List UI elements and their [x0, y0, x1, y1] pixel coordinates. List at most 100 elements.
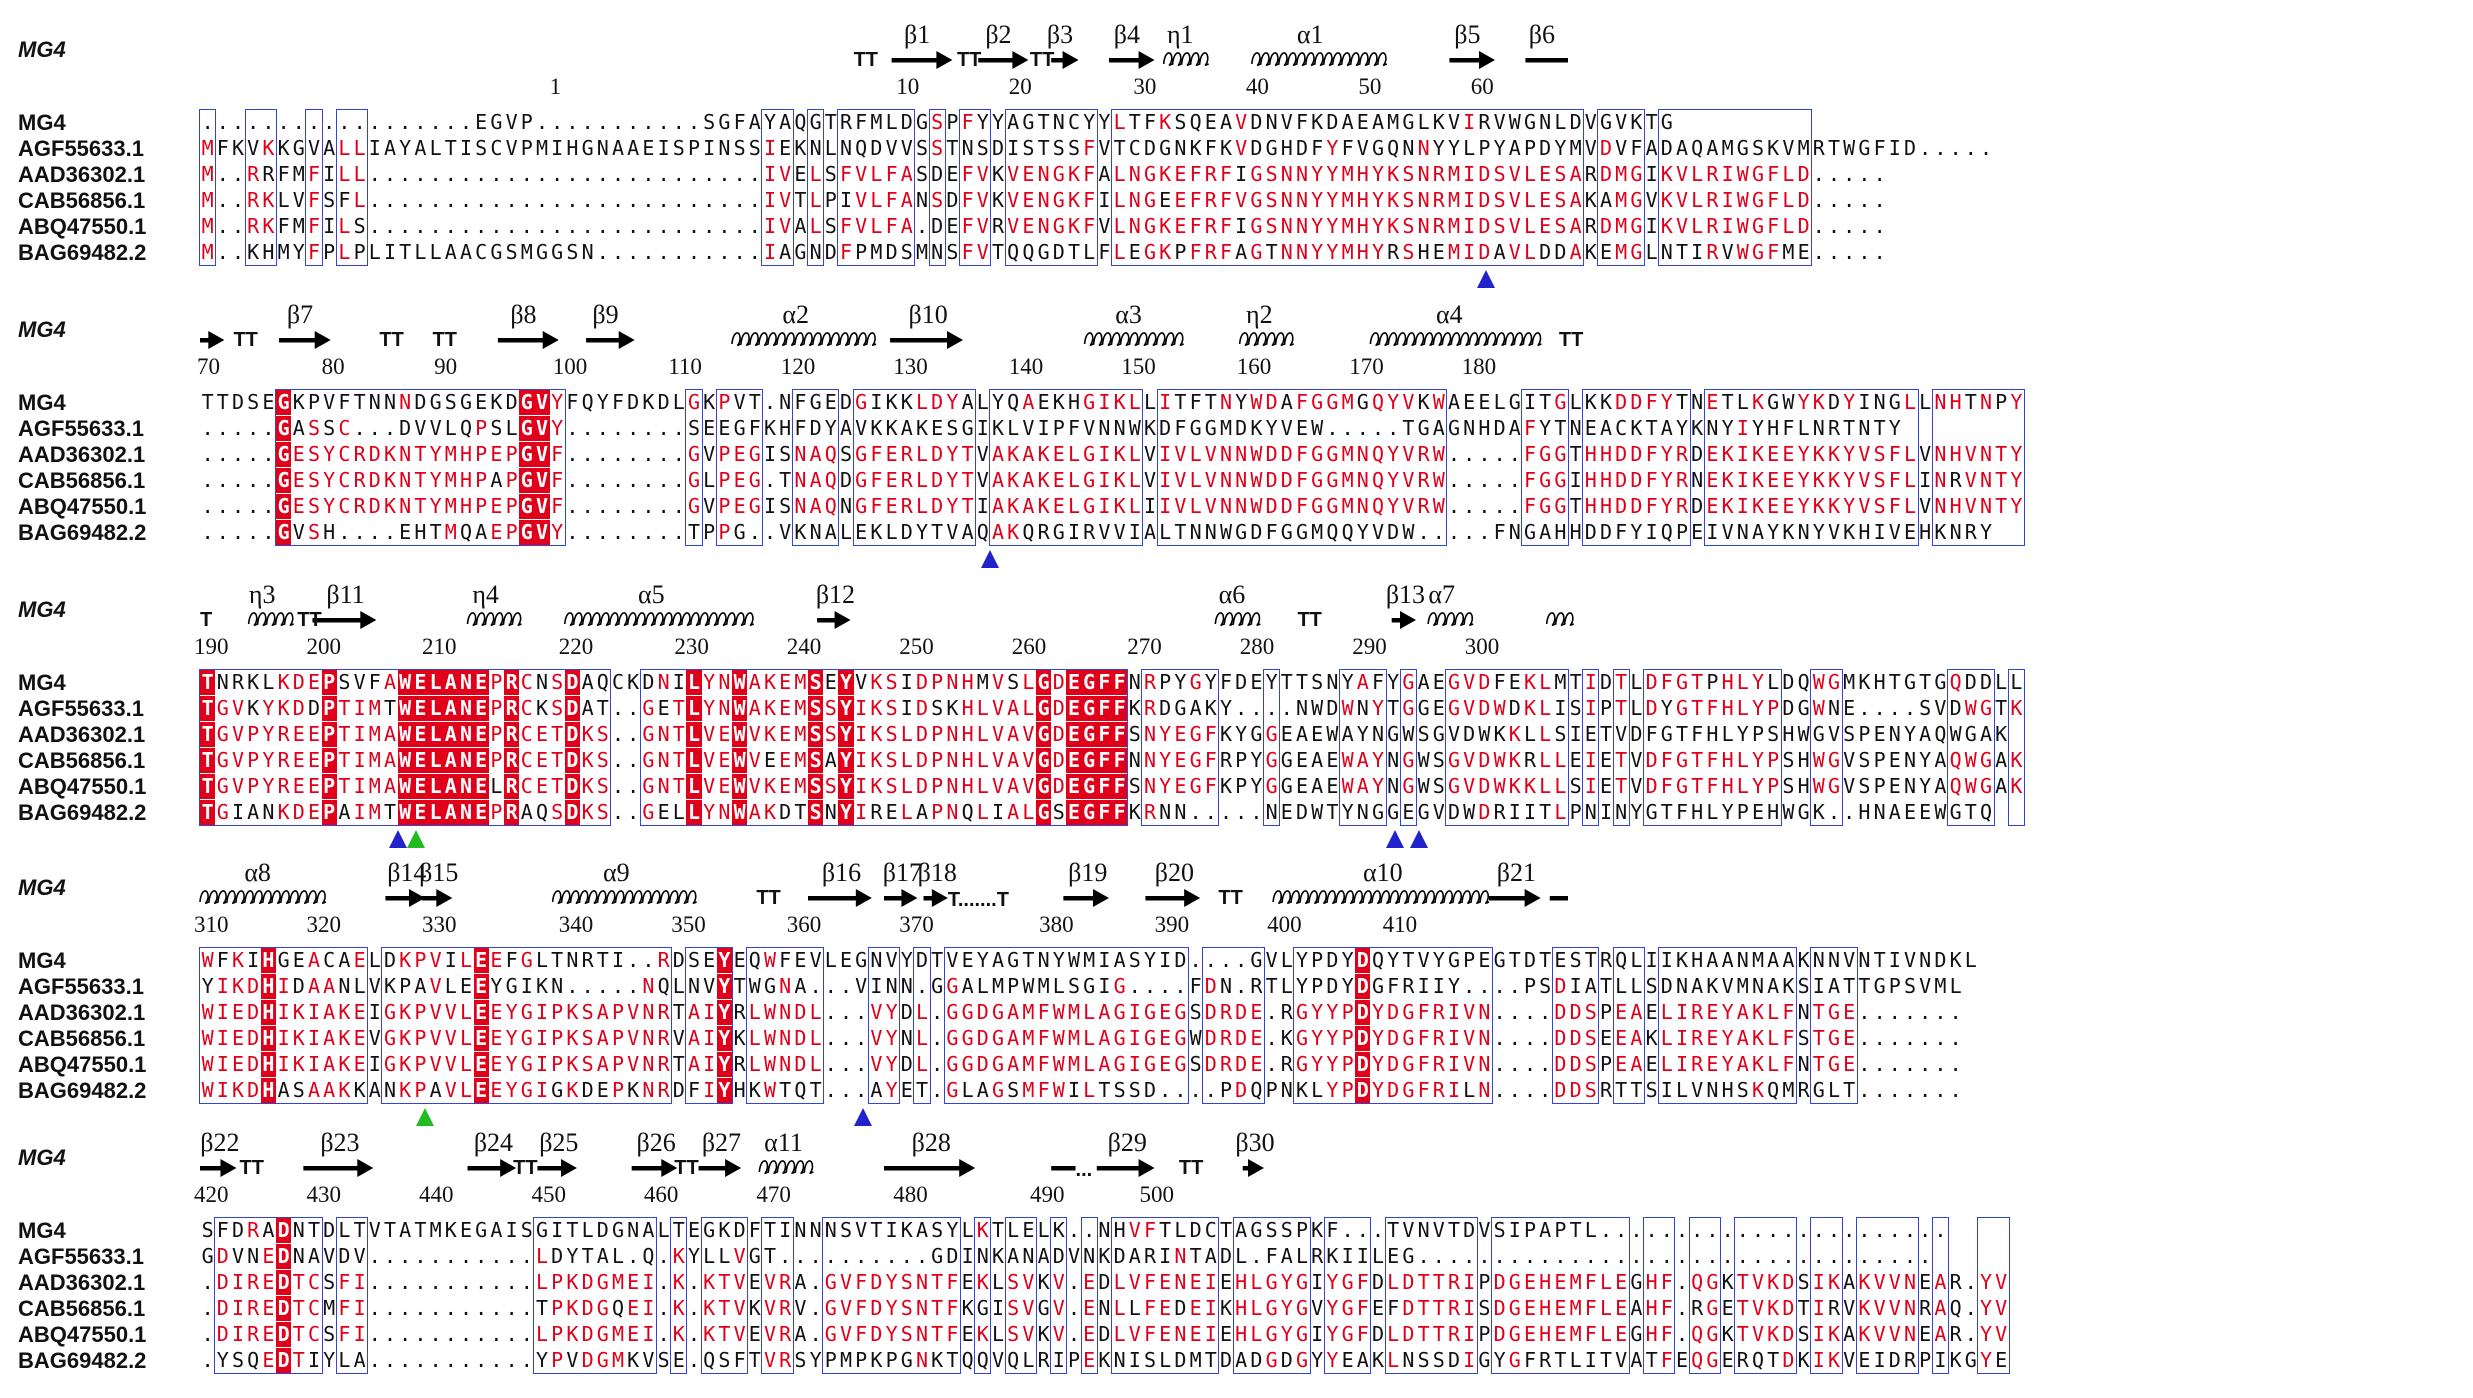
residue: .	[855, 1052, 868, 1076]
residue: I	[551, 136, 564, 160]
residue: N	[1128, 188, 1141, 212]
ss-element-name: β1	[904, 20, 931, 49]
residue: M	[535, 136, 548, 160]
residue: .	[490, 1296, 503, 1320]
ss-element-name: β16	[821, 858, 862, 887]
sequence-name: CAB56856.1	[18, 748, 146, 773]
residue: .	[520, 1322, 533, 1346]
residue: E	[1903, 800, 1916, 824]
residue: .	[551, 162, 564, 186]
residue: W	[1797, 722, 1810, 746]
residue: .	[1721, 1244, 1734, 1268]
residue: L	[1523, 188, 1536, 212]
residue: G	[1630, 162, 1643, 186]
residue: .	[1873, 162, 1886, 186]
residue: .	[1843, 188, 1856, 212]
residue: A	[1508, 136, 1521, 160]
residue: I	[763, 136, 776, 160]
residue: .	[611, 162, 624, 186]
residue: P	[1919, 1348, 1932, 1372]
residue: L	[824, 136, 837, 160]
residue: .	[444, 1348, 457, 1372]
residue: F	[1143, 110, 1156, 134]
helix-coil	[1427, 612, 1474, 626]
similarity-box	[1612, 947, 1645, 1104]
residue: .	[687, 110, 700, 134]
residue: .	[1067, 1322, 1080, 1346]
residue: .	[1463, 442, 1476, 466]
residue: N	[1128, 670, 1141, 694]
residue: V	[1903, 948, 1916, 972]
residue: .	[459, 110, 472, 134]
residue: V	[900, 136, 913, 160]
residue: K	[1067, 162, 1080, 186]
residue: .	[1873, 1078, 1886, 1102]
residue: H	[1797, 774, 1810, 798]
residue: V	[1843, 1296, 1856, 1320]
residue: Y	[763, 110, 776, 134]
residue: L	[1143, 390, 1156, 414]
residue: Y	[1326, 136, 1339, 160]
residue: .	[1903, 1078, 1916, 1102]
residue: .	[414, 1270, 427, 1294]
position-number: 90	[434, 354, 458, 379]
residue: E	[1919, 1270, 1932, 1294]
residue: I	[839, 188, 852, 212]
residue: .	[581, 214, 594, 238]
residue: D	[1371, 1322, 1384, 1346]
residue: N	[1280, 162, 1293, 186]
residue: .	[1843, 800, 1856, 824]
residue: .	[231, 468, 244, 492]
residue: G	[1660, 110, 1673, 134]
residue: F	[1189, 974, 1202, 998]
residue: P	[1478, 1270, 1491, 1294]
residue: F	[1083, 162, 1096, 186]
residue: .	[596, 520, 609, 544]
residue: .	[231, 416, 244, 440]
residue: N	[900, 1026, 913, 1050]
residue: L	[1949, 974, 1962, 998]
residue: L	[368, 240, 381, 264]
residue: .	[642, 162, 655, 186]
residue: L	[703, 468, 716, 492]
residue: Y	[687, 1244, 700, 1268]
residue: .	[794, 1244, 807, 1268]
residue: W	[1736, 188, 1749, 212]
similarity-box	[1141, 669, 1220, 826]
residue: V	[703, 442, 716, 466]
residue: S	[1569, 774, 1582, 798]
residue: S	[1052, 136, 1065, 160]
residue: V	[323, 1244, 336, 1268]
residue: L	[657, 1218, 670, 1242]
residue: E	[703, 416, 716, 440]
residue: .	[247, 110, 260, 134]
residue: .	[657, 1296, 670, 1320]
residue: S	[1067, 136, 1080, 160]
similarity-box	[1931, 389, 2025, 546]
residue: .	[566, 520, 579, 544]
residue: H	[1782, 722, 1795, 746]
residue: T	[824, 110, 837, 134]
residue: .	[1812, 188, 1825, 212]
residue: S	[1478, 1296, 1491, 1320]
residue: N	[1387, 748, 1400, 772]
residue: G	[931, 974, 944, 998]
residue: .	[596, 494, 609, 518]
residue: D	[1523, 948, 1536, 972]
residue: .	[459, 162, 472, 186]
residue: N	[1903, 774, 1916, 798]
residue: G	[1493, 948, 1506, 972]
residue: L	[991, 1322, 1004, 1346]
residue: P	[824, 188, 837, 212]
residue: P	[1873, 748, 1886, 772]
residue: .	[596, 214, 609, 238]
residue: .	[931, 1052, 944, 1076]
residue: .	[444, 1296, 457, 1320]
similarity-box	[214, 1217, 323, 1374]
residue: .	[627, 748, 640, 772]
residue: P	[520, 110, 533, 134]
sequence-name: AAD36302.1	[18, 722, 146, 747]
residue: .	[642, 468, 655, 492]
residue: D	[1326, 110, 1339, 134]
alignment-block: MG4 TT β1 TT β2 TT β3 β4 η1 α1 β5 β6 1 10 20 30 40 50 60 MG…	[0, 20, 2473, 290]
